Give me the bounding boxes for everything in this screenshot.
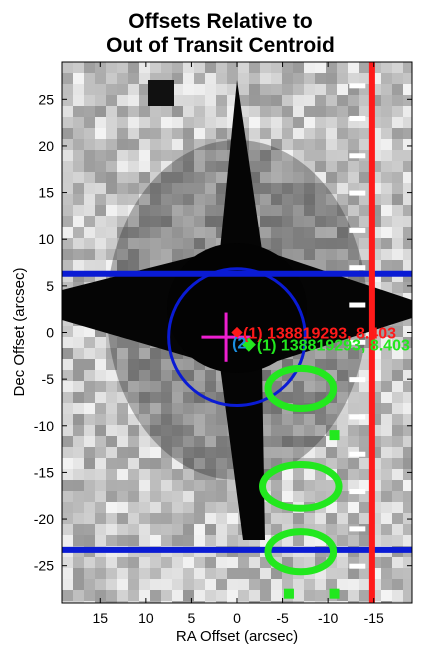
y-axis-label: Dec Offset (arcsec) bbox=[11, 268, 28, 397]
green-ellipse bbox=[264, 528, 338, 576]
white-dash bbox=[349, 489, 366, 495]
red-diamond-marker bbox=[231, 326, 243, 339]
white-dash bbox=[349, 377, 366, 383]
annotation-labels: (1) 138819293, 8.403(1) 138819293, 8.403… bbox=[232, 326, 410, 355]
x-tick-label: 10 bbox=[138, 610, 154, 626]
white-dash bbox=[349, 451, 366, 457]
green-marker-label: (1) 138819293, 8.403 bbox=[257, 338, 410, 355]
x-tick-label: 5 bbox=[188, 610, 196, 626]
y-tick-label: 10 bbox=[38, 231, 54, 247]
green-square bbox=[329, 588, 340, 599]
x-tick-label: -5 bbox=[276, 610, 289, 626]
white-dash bbox=[349, 526, 366, 532]
dark-blob bbox=[148, 80, 174, 106]
chart-title-line-1: Offsets Relative to bbox=[128, 10, 313, 33]
y-tick-label: 5 bbox=[46, 278, 54, 294]
white-dash bbox=[349, 115, 366, 121]
red-marker-label: (1) 138819293, 8.403 bbox=[243, 326, 396, 343]
y-tick-label: 25 bbox=[38, 91, 54, 107]
green-ellipse bbox=[259, 461, 343, 512]
x-axis-label: RA Offset (arcsec) bbox=[176, 628, 298, 645]
axis-ticks: 15 10 5 0 -5 -10 -15 25 20 15 10 5 0 -5 -10 -15 -20 -25 bbox=[34, 62, 412, 626]
chart-title-line-2: Out of Transit Centroid bbox=[106, 34, 335, 57]
x-tick-label: -15 bbox=[364, 610, 384, 626]
white-dash bbox=[349, 563, 366, 569]
green-diamond-marker bbox=[241, 337, 256, 352]
white-dash bbox=[349, 153, 366, 159]
white-dash bbox=[349, 227, 366, 233]
overlap-label: (2 bbox=[232, 336, 246, 353]
y-tick-label: -5 bbox=[42, 371, 55, 387]
white-dash bbox=[349, 414, 366, 420]
green-square bbox=[283, 588, 294, 599]
white-dash bbox=[349, 339, 366, 345]
y-tick-label: 0 bbox=[46, 325, 54, 341]
y-tick-label: 20 bbox=[38, 138, 54, 154]
background-image bbox=[62, 62, 412, 603]
blue-circle bbox=[167, 267, 307, 408]
y-tick-label: -20 bbox=[34, 511, 54, 527]
x-tick-label: -10 bbox=[318, 610, 338, 626]
green-square bbox=[329, 430, 340, 441]
x-tick-label: 15 bbox=[92, 610, 108, 626]
y-tick-label: -15 bbox=[34, 464, 54, 480]
x-tick-label: 0 bbox=[233, 610, 241, 626]
y-tick-label: 15 bbox=[38, 185, 54, 201]
white-dash bbox=[349, 265, 366, 271]
white-dash bbox=[349, 190, 366, 196]
white-dash bbox=[349, 83, 366, 89]
white-dash bbox=[349, 302, 366, 308]
overlays bbox=[62, 62, 412, 603]
green-ellipse bbox=[264, 364, 338, 413]
y-tick-label: -25 bbox=[34, 558, 54, 574]
y-tick-label: -10 bbox=[34, 418, 54, 434]
